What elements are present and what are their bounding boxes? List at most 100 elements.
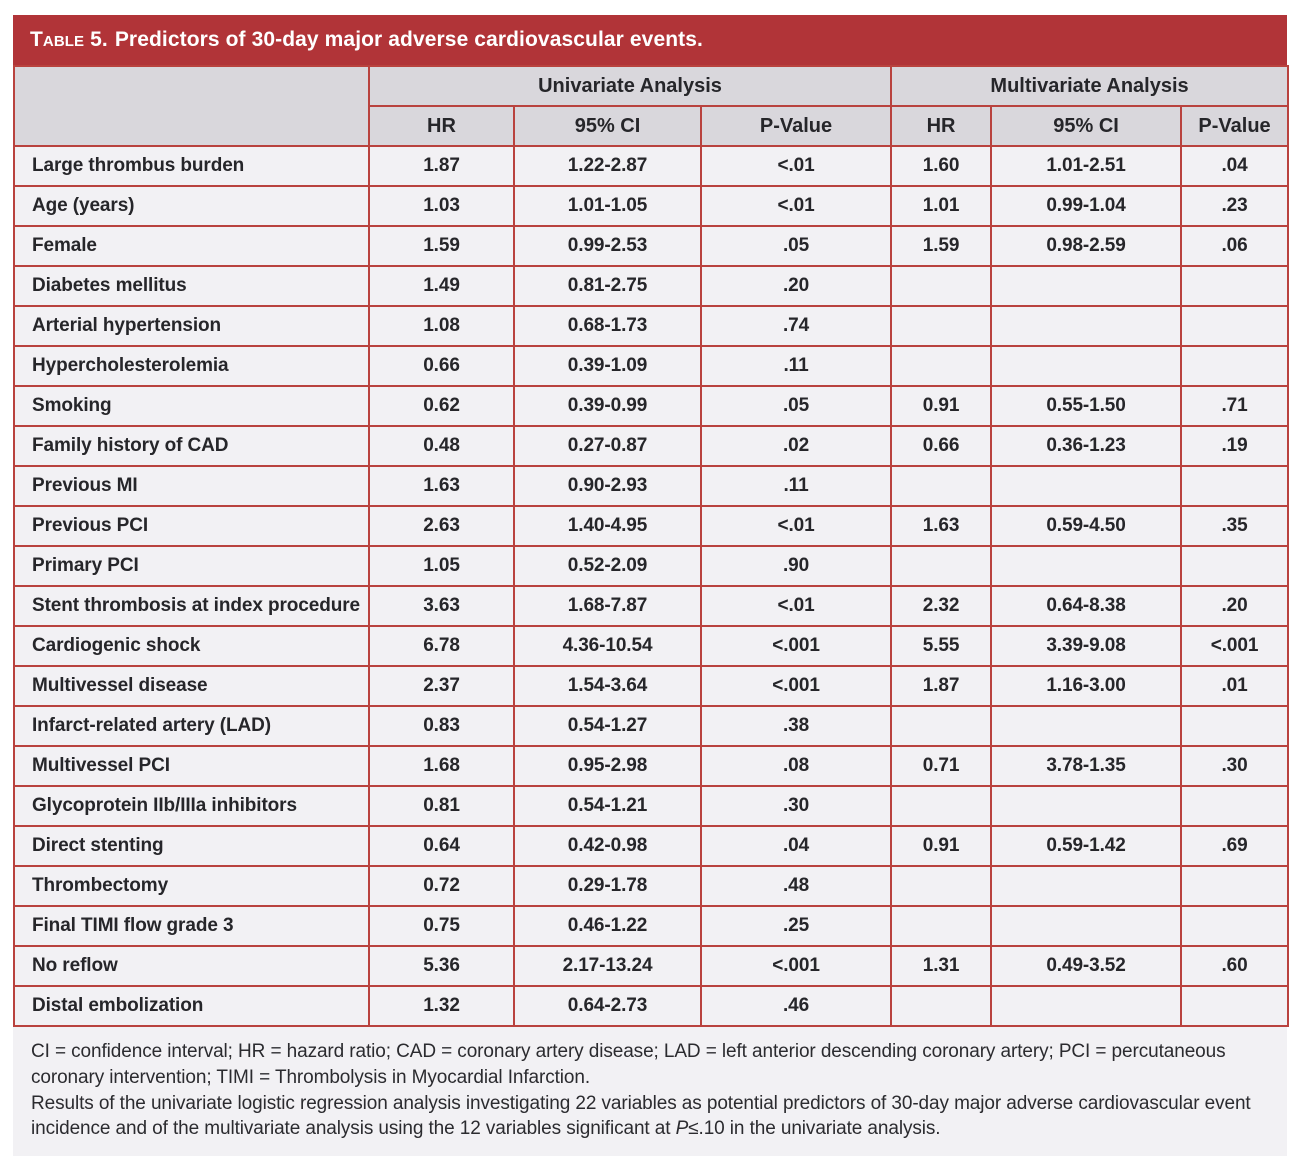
row-value-m_ci: 0.98-2.59 bbox=[990, 225, 1183, 267]
univariate-analysis-header: Univariate Analysis bbox=[367, 65, 893, 107]
row-value-u_hr: 1.63 bbox=[368, 465, 515, 507]
row-value-m_hr: 0.91 bbox=[890, 825, 993, 867]
row-value-m_p bbox=[1180, 265, 1290, 307]
row-label: Cardiogenic shock bbox=[13, 625, 370, 667]
row-value-u_ci: 0.39-0.99 bbox=[513, 385, 702, 427]
row-value-m_p bbox=[1180, 705, 1290, 747]
row-value-m_p: .19 bbox=[1180, 425, 1290, 467]
row-value-m_hr: 0.66 bbox=[890, 425, 993, 467]
row-value-u_p: .20 bbox=[699, 265, 893, 307]
row-value-u_p: .08 bbox=[699, 745, 893, 787]
row-value-u_ci: 0.29-1.78 bbox=[513, 865, 702, 907]
row-label: Glycoprotein IIb/IIIa inhibitors bbox=[13, 785, 370, 827]
row-label: Final TIMI flow grade 3 bbox=[13, 905, 370, 947]
table-row: Thrombectomy 0.72 0.29-1.78.48 bbox=[13, 865, 1290, 907]
row-label: Age (years) bbox=[13, 185, 370, 227]
row-value-u_p: <.01 bbox=[699, 185, 893, 227]
row-label: Direct stenting bbox=[13, 825, 370, 867]
row-value-m_hr: 1.59 bbox=[890, 225, 993, 267]
row-value-m_p: .04 bbox=[1180, 145, 1290, 187]
row-value-m_p: .23 bbox=[1180, 185, 1290, 227]
row-value-u_ci: 0.39-1.09 bbox=[513, 345, 702, 387]
row-value-m_hr bbox=[890, 985, 993, 1027]
row-label: Stent thrombosis at index procedure bbox=[13, 585, 370, 627]
row-value-m_ci: 0.55-1.50 bbox=[990, 385, 1183, 427]
row-value-m_ci: 0.64-8.38 bbox=[990, 585, 1183, 627]
table-row: Distal embolization 1.32 0.64-2.73.46 bbox=[13, 985, 1290, 1027]
row-value-m_p bbox=[1180, 305, 1290, 347]
row-value-u_p: .38 bbox=[699, 705, 893, 747]
table-row: Final TIMI flow grade 3 0.75 0.46-1.22.25 bbox=[13, 905, 1290, 947]
group-header-row: Univariate Analysis Multivariate Analysi… bbox=[13, 65, 1290, 147]
row-value-m_p: .60 bbox=[1180, 945, 1290, 987]
row-value-u_p: .11 bbox=[699, 345, 893, 387]
row-value-u_ci: 0.46-1.22 bbox=[513, 905, 702, 947]
row-value-m_ci bbox=[990, 345, 1183, 387]
table-row: Previous MI 1.63 0.90-2.93.11 bbox=[13, 465, 1290, 507]
row-value-m_hr bbox=[890, 705, 993, 747]
row-value-m_hr bbox=[890, 345, 993, 387]
row-value-m_ci bbox=[990, 865, 1183, 907]
results-note: Results of the univariate logistic regre… bbox=[31, 1091, 1269, 1143]
row-value-m_hr: 0.71 bbox=[890, 745, 993, 787]
row-value-u_hr: 1.59 bbox=[368, 225, 515, 267]
row-value-m_ci: 1.01-2.51 bbox=[990, 145, 1183, 187]
row-label: Multivessel PCI bbox=[13, 745, 370, 787]
row-value-u_p: .90 bbox=[699, 545, 893, 587]
row-value-u_hr: 1.87 bbox=[368, 145, 515, 187]
row-label: Large thrombus burden bbox=[13, 145, 370, 187]
table-row: Arterial hypertension 1.08 0.68-1.73.74 bbox=[13, 305, 1290, 347]
row-value-u_ci: 0.95-2.98 bbox=[513, 745, 702, 787]
row-value-u_ci: 2.17-13.24 bbox=[513, 945, 702, 987]
table-row: Female 1.59 0.99-2.53.05 1.59 0.98-2.59.06 bbox=[13, 225, 1290, 267]
table-title-text: Predictors of 30-day major adverse cardi… bbox=[114, 28, 703, 51]
table-row: Diabetes mellitus 1.49 0.81-2.75.20 bbox=[13, 265, 1290, 307]
row-value-m_ci bbox=[990, 985, 1183, 1027]
row-value-u_ci: 0.52-2.09 bbox=[513, 545, 702, 587]
table-row: Large thrombus burden 1.87 1.22-2.87 <.01 1.… bbox=[13, 145, 1290, 187]
row-value-m_ci bbox=[990, 465, 1183, 507]
row-value-u_ci: 0.81-2.75 bbox=[513, 265, 702, 307]
row-value-u_hr: 0.83 bbox=[368, 705, 515, 747]
row-value-u_p: <.001 bbox=[699, 665, 893, 707]
row-label: Female bbox=[13, 225, 370, 267]
table-row: Glycoprotein IIb/IIIa inhibitors 0.81 0.54… bbox=[13, 785, 1290, 827]
row-value-u_ci: 1.22-2.87 bbox=[513, 145, 702, 187]
row-value-u_hr: 6.78 bbox=[368, 625, 515, 667]
row-value-u_hr: 0.72 bbox=[368, 865, 515, 907]
row-value-m_p bbox=[1180, 785, 1290, 827]
row-value-u_ci: 1.01-1.05 bbox=[513, 185, 702, 227]
table-row: Hypercholesterolemia 0.66 0.39-1.09.11 bbox=[13, 345, 1290, 387]
row-value-m_hr bbox=[890, 305, 993, 347]
row-value-u_p: .25 bbox=[699, 905, 893, 947]
row-value-u_ci: 0.27-0.87 bbox=[513, 425, 702, 467]
row-value-m_p bbox=[1180, 345, 1290, 387]
table-title-bar: Table 5. Predictors of 30-day major adve… bbox=[13, 15, 1287, 65]
row-value-m_p: .71 bbox=[1180, 385, 1290, 427]
table-row: Primary PCI 1.05 0.52-2.09.90 bbox=[13, 545, 1290, 587]
row-value-u_ci: 0.64-2.73 bbox=[513, 985, 702, 1027]
col-header-multi-hr: HR bbox=[890, 105, 993, 147]
row-value-m_ci bbox=[990, 305, 1183, 347]
row-value-m_p: .30 bbox=[1180, 745, 1290, 787]
row-value-m_p: <.001 bbox=[1180, 625, 1290, 667]
row-value-u_ci: 1.68-7.87 bbox=[513, 585, 702, 627]
footnote: CI = confidence interval; HR = hazard ra… bbox=[13, 1027, 1287, 1157]
row-label: Infarct-related artery (LAD) bbox=[13, 705, 370, 747]
row-value-m_p bbox=[1180, 865, 1290, 907]
row-value-u_ci: 1.54-3.64 bbox=[513, 665, 702, 707]
row-value-m_hr bbox=[890, 465, 993, 507]
row-value-u_p: <.001 bbox=[699, 945, 893, 987]
row-value-u_ci: 0.68-1.73 bbox=[513, 305, 702, 347]
row-label: Family history of CAD bbox=[13, 425, 370, 467]
row-value-m_hr: 1.63 bbox=[890, 505, 993, 547]
multivariate-analysis-header: Multivariate Analysis bbox=[890, 65, 1290, 107]
row-value-u_hr: 2.63 bbox=[368, 505, 515, 547]
row-value-m_p bbox=[1180, 545, 1290, 587]
row-value-m_ci: 0.49-3.52 bbox=[990, 945, 1183, 987]
results-note-post: ≤.10 in the univariate analysis. bbox=[688, 1118, 941, 1140]
table-row: Cardiogenic shock 6.78 4.36-10.54 <.001 5.55… bbox=[13, 625, 1290, 667]
row-value-m_hr: 5.55 bbox=[890, 625, 993, 667]
col-header-uni-ci: 95% CI bbox=[513, 105, 702, 147]
